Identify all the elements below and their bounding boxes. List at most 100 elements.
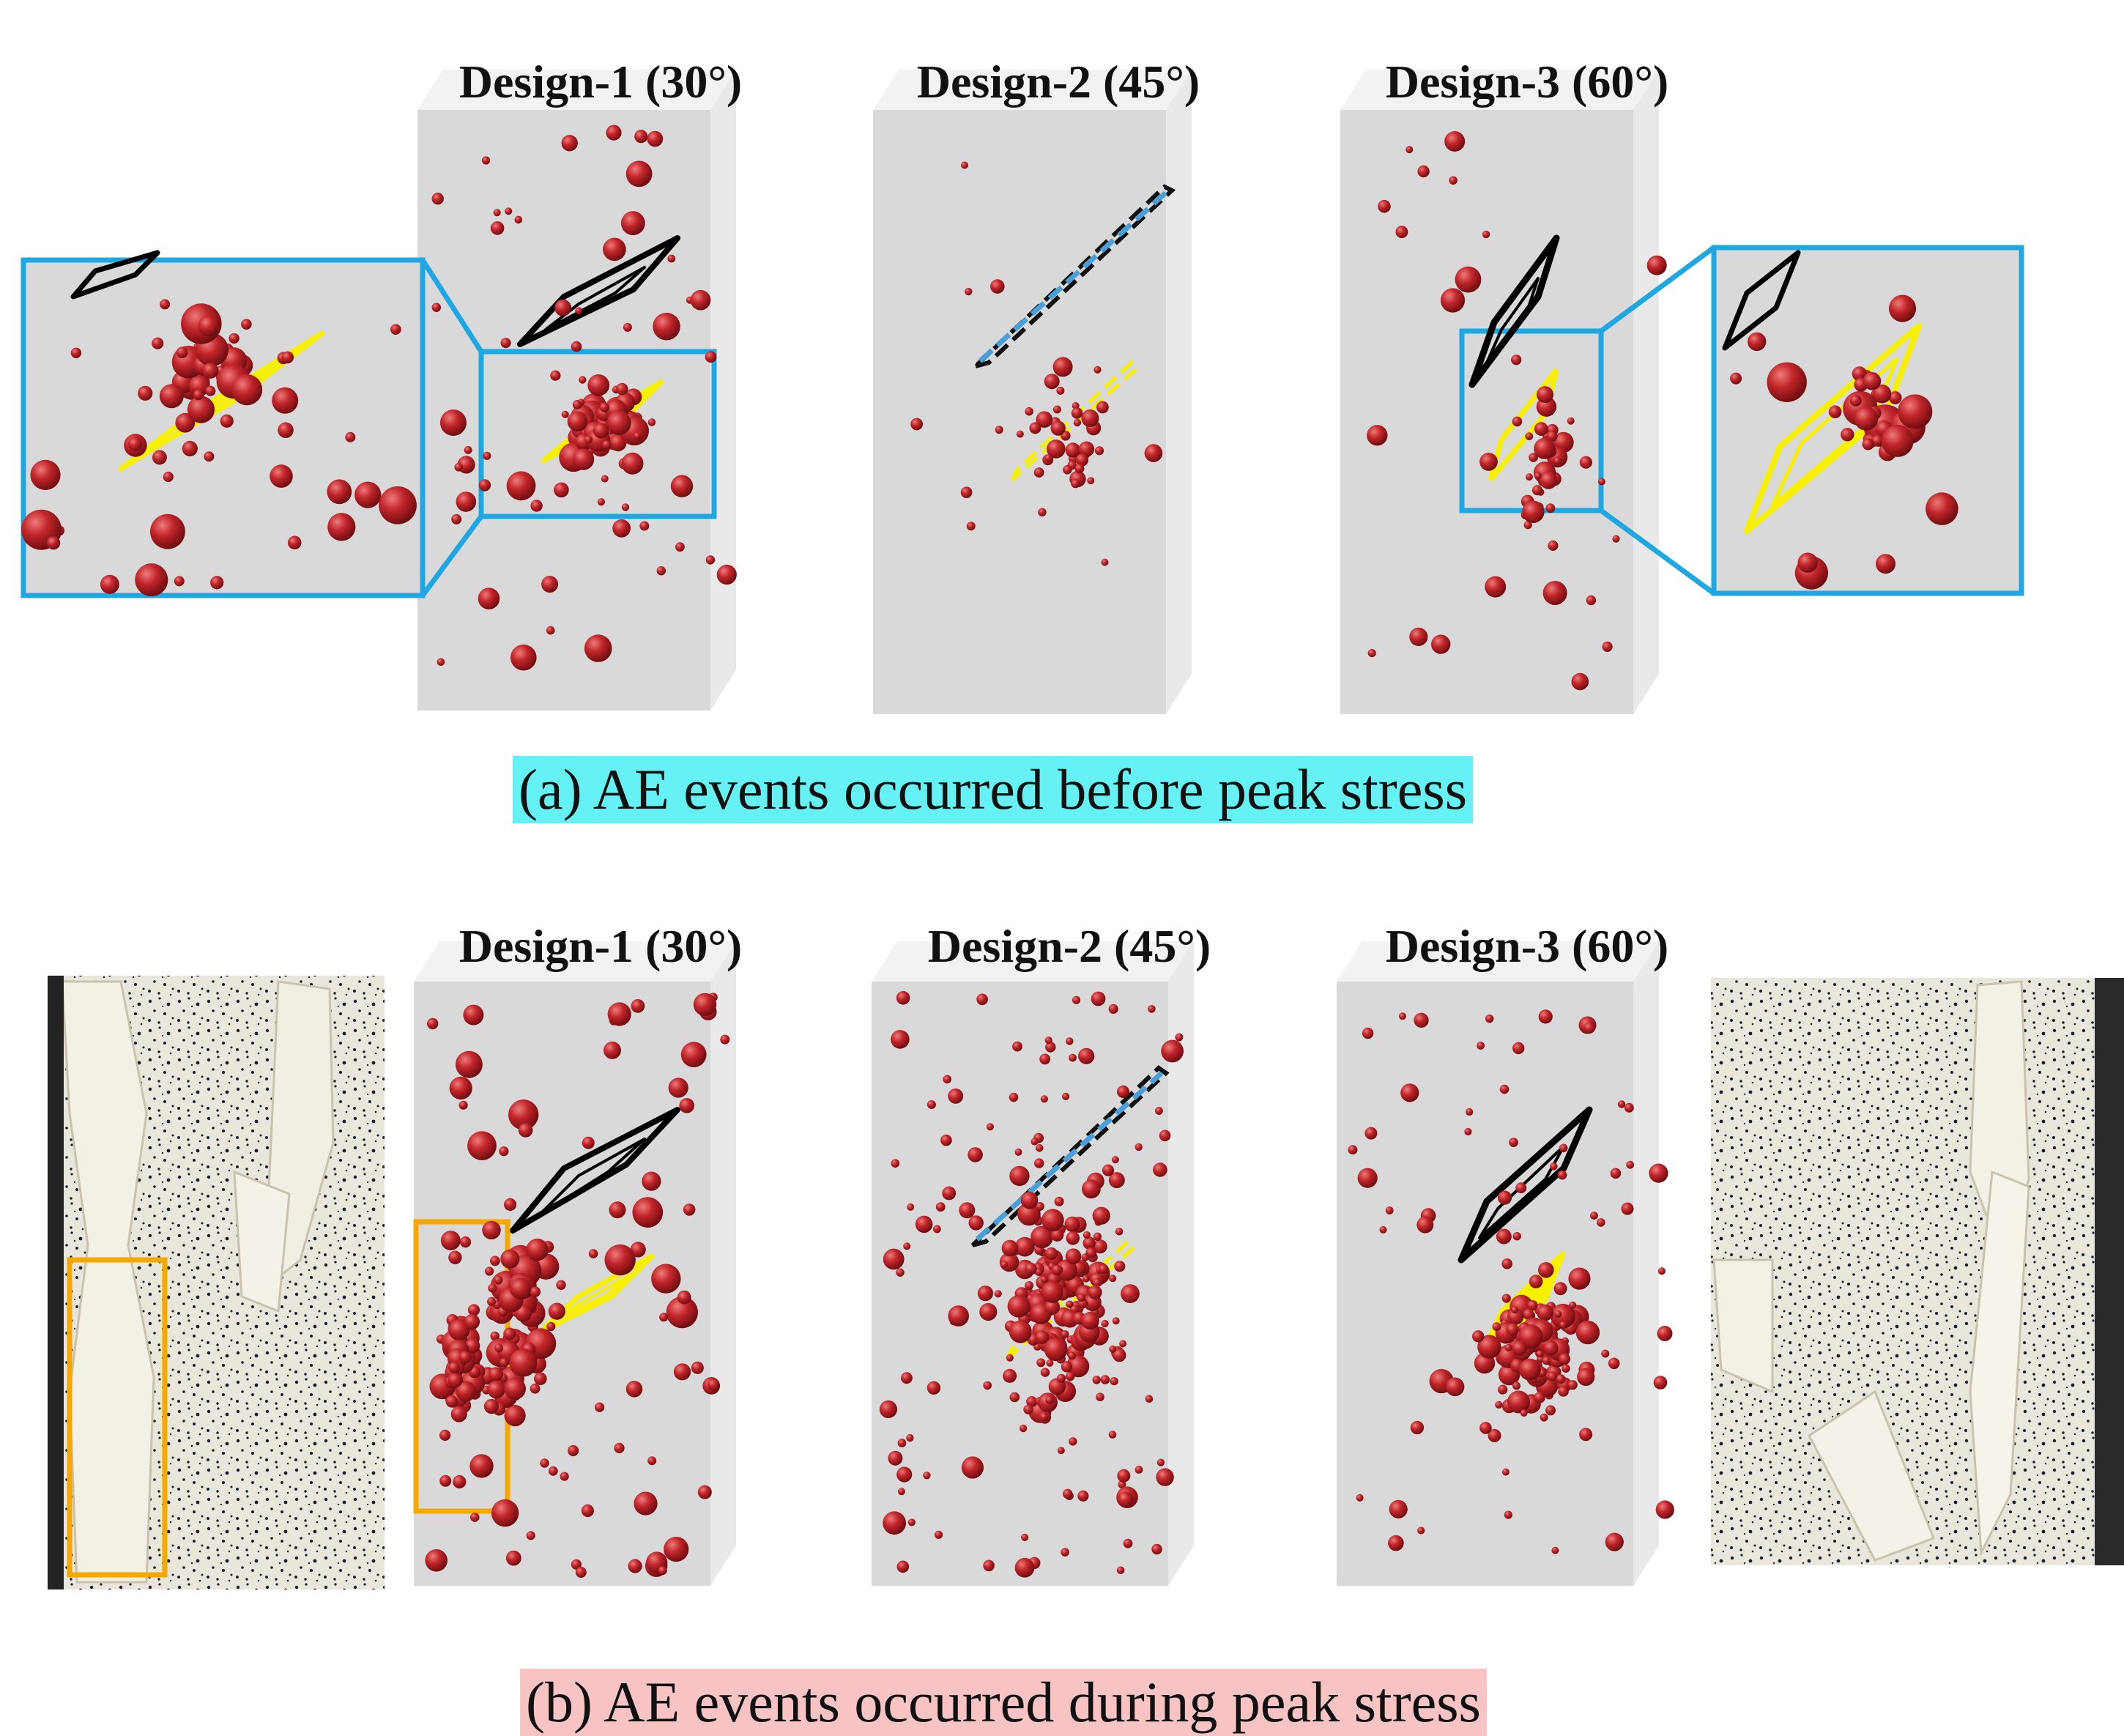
ae-b1-event: [425, 1549, 448, 1572]
ae-inset-a1-event: [202, 363, 219, 379]
ae-b3-event: [1506, 1323, 1519, 1336]
design-title-a1: Design-1 (30°): [458, 56, 743, 108]
ae-b3-event: [1608, 1357, 1620, 1370]
ae-b1-event: [439, 1429, 451, 1441]
ae-b1-event: [595, 1402, 605, 1412]
ae-b1-crack-event: [448, 1318, 470, 1341]
ae-a1-event: [593, 423, 609, 439]
ae-a1-event: [510, 644, 537, 671]
ae-b2-event: [1156, 1468, 1174, 1486]
ae-inset-a1-event: [100, 574, 119, 594]
ae-b2-event: [1039, 1053, 1051, 1065]
ae-b3-event: [1557, 1170, 1567, 1180]
ae-a1-event: [587, 374, 610, 396]
ae-b1-event: [680, 1042, 707, 1068]
ae-b3-event: [1488, 1428, 1501, 1442]
ae-inset-a1-event: [205, 385, 216, 396]
ae-a2-event: [1025, 407, 1033, 416]
ae-a1-event: [653, 312, 680, 341]
ae-b3-event: [1511, 1306, 1519, 1314]
ae-a1-event: [561, 410, 569, 418]
ae-b2-event: [927, 1381, 941, 1395]
ae-b3-event: [1398, 1012, 1406, 1020]
ae-b3-event: [1558, 1386, 1569, 1397]
ae-b2-event: [1108, 1004, 1118, 1014]
ae-b2-event: [1109, 1345, 1117, 1353]
ae-inset-a3-event: [1926, 492, 1958, 525]
ae-b3-event: [1501, 1294, 1511, 1303]
inset-flaw-a3: [1722, 250, 1922, 534]
ae-b2-event: [1118, 1480, 1126, 1488]
ae-a3-event: [1526, 473, 1533, 481]
ae-a2-event: [990, 279, 1005, 294]
ae-a2-event: [1144, 444, 1163, 462]
ae-b3-event: [1536, 1350, 1544, 1358]
specimen-photo-left: [48, 976, 385, 1590]
ae-a3-event: [1417, 165, 1430, 178]
ae-b2-event: [1009, 1392, 1020, 1403]
ae-b2-event: [1046, 1359, 1054, 1367]
ae-b1-event: [628, 1559, 642, 1573]
ae-inset-a1-event: [160, 299, 171, 310]
ae-b2-event: [1012, 1041, 1022, 1052]
ae-b2-event: [934, 1530, 943, 1539]
ae-b2-event: [1066, 1037, 1074, 1045]
specimen-block-a2: [873, 70, 1192, 714]
ae-a2-event: [1065, 442, 1081, 458]
ae-b2-event: [1050, 1228, 1064, 1242]
ae-b2-event: [1082, 1275, 1090, 1283]
specimen-block-b3: [1337, 941, 1659, 1586]
ae-b1-event: [548, 1466, 558, 1476]
ae-b1-event: [647, 1456, 657, 1466]
ae-b3-event: [1579, 1428, 1593, 1442]
ae-b3-event: [1543, 1340, 1559, 1356]
ae-b2-event: [879, 1400, 897, 1418]
ae-b2-event: [923, 1472, 931, 1480]
ae-b3-event: [1410, 1420, 1425, 1435]
ae-inset-a1-event: [204, 451, 215, 462]
ae-b3-event: [1562, 1364, 1570, 1373]
ae-b2-event: [977, 1286, 993, 1302]
ae-inset-a1-event: [188, 375, 210, 397]
ae-b1-event: [470, 1513, 480, 1522]
ae-b2-event: [1101, 1319, 1109, 1328]
ae-a1-event: [493, 209, 501, 217]
ae-b3-event: [1379, 1225, 1387, 1234]
ae-b3-event: [1520, 1409, 1528, 1417]
ae-a1-event: [634, 130, 648, 144]
caption-panel-b: (b) AE events occurred during peak stres…: [520, 1669, 1487, 1736]
ae-a3-event: [1548, 540, 1559, 552]
ae-b3-event: [1617, 1100, 1626, 1108]
ae-b1-event: [526, 1238, 549, 1261]
ae-b3-event: [1400, 1083, 1419, 1102]
ae-inset-a3-event: [1797, 552, 1818, 573]
ae-inset-a1-event: [241, 319, 252, 330]
ae-a3-event: [1485, 576, 1507, 598]
ae-b3-event: [1512, 1381, 1520, 1390]
upper-flaw-a2: [973, 184, 1176, 368]
ae-a1-event: [530, 500, 543, 512]
ae-b2-event: [1108, 1431, 1117, 1439]
ae-b2-event: [1014, 1557, 1035, 1578]
ae-inset-a3-event: [1871, 434, 1884, 447]
ae-a2-event: [1073, 418, 1082, 427]
ae-b2-event: [888, 1450, 903, 1466]
ae-a1-event: [478, 587, 500, 609]
ae-b3-event: [1527, 1300, 1538, 1311]
ae-a3-event: [1395, 226, 1408, 239]
ae-a1-event: [579, 376, 587, 384]
ae-a1-event: [606, 125, 622, 141]
ae-b3-event: [1389, 1499, 1408, 1518]
ae-b2-event: [1111, 1156, 1119, 1164]
ae-b1-event: [449, 1076, 472, 1100]
ae-inset-a3-event: [1898, 394, 1933, 429]
ae-inset-a3-event: [1841, 428, 1854, 442]
ae-b3-event: [1597, 1218, 1605, 1227]
ae-b3-event: [1547, 1371, 1557, 1381]
ae-inset-a1-event: [281, 351, 294, 364]
ae-a1-event: [561, 135, 578, 152]
ae-a3-event: [1540, 471, 1558, 489]
ae-a2-event: [1050, 420, 1066, 436]
ae-b1-event: [625, 1381, 643, 1398]
ae-inset-a1-event: [159, 384, 184, 409]
